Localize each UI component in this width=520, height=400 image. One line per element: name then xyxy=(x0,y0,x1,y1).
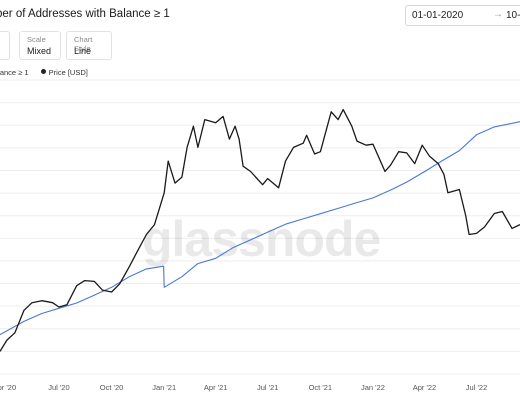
legend-label-price: Price [USD] xyxy=(48,68,88,77)
chart-style-value: Line xyxy=(74,46,92,56)
arrow-right-icon: → xyxy=(493,9,503,20)
x-tick-label: Jan '22 xyxy=(361,383,385,392)
chart-style-label: Chart Style xyxy=(74,35,93,53)
scale-value: Mixed xyxy=(27,46,52,56)
chart-legend: alance ≥ 1 Price [USD] xyxy=(0,68,98,77)
date-to-field[interactable]: 10-1 xyxy=(506,10,520,21)
date-range-picker[interactable]: 01-01-2020 → 10-1 xyxy=(405,5,520,26)
x-tick-label: Oct '20 xyxy=(100,383,124,392)
legend-dot-icon xyxy=(40,69,46,74)
watermark: glassnode xyxy=(142,211,380,267)
x-tick-label: pr '20 xyxy=(0,383,16,392)
x-tick-label: Jul '20 xyxy=(48,383,69,392)
x-tick-label: Jul '22 xyxy=(466,383,487,392)
series-line-addresses xyxy=(0,121,520,336)
page-title: ber of Addresses with Balance ≥ 1 xyxy=(0,8,170,20)
x-tick-label: Jul '21 xyxy=(257,383,278,392)
series-line-price xyxy=(0,108,520,352)
x-tick-label: Apr '22 xyxy=(413,383,437,392)
legend-item-addresses[interactable]: alance ≥ 1 xyxy=(0,68,29,77)
scale-label: Scale xyxy=(27,35,46,44)
x-axis: pr '20 Jul '20 Oct '20 Jan '21 Apr '21 Jul '2… xyxy=(0,383,487,392)
x-tick-label: Oct '21 xyxy=(309,383,333,392)
legend-label-addresses: alance ≥ 1 xyxy=(0,68,29,77)
resolution-select[interactable] xyxy=(0,31,10,60)
x-tick-label: Apr '21 xyxy=(204,383,228,392)
legend-item-price[interactable]: Price [USD] xyxy=(40,68,88,77)
x-tick-label: Jan '21 xyxy=(152,383,176,392)
chart-style-select[interactable]: Chart Style Line xyxy=(66,31,112,60)
chart-grid xyxy=(0,79,520,375)
date-from-field[interactable]: 01-01-2020 xyxy=(412,10,464,21)
scale-select[interactable]: Scale Mixed xyxy=(19,31,61,60)
chart-area[interactable]: glassnode pr '20 Jul '20 Oct '20 Jan '21 Apr… xyxy=(0,78,520,400)
